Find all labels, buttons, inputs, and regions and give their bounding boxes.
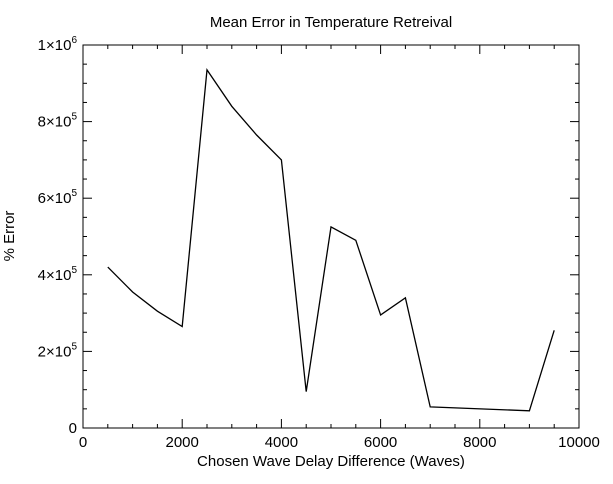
data-point — [181, 325, 184, 328]
y-axis-label: % Error — [1, 211, 18, 262]
y-tick-label-exponent: 5 — [71, 188, 77, 199]
data-point — [230, 105, 233, 108]
data-point — [330, 225, 333, 228]
y-tick-label-base: 1×10 — [38, 37, 72, 54]
data-point — [280, 158, 283, 161]
y-tick-label-exponent: 6 — [71, 35, 77, 46]
x-tick-label: 8000 — [463, 434, 496, 451]
data-point — [429, 405, 432, 408]
y-tick-label-base: 2×10 — [38, 343, 72, 360]
data-point — [106, 266, 109, 269]
plot-frame — [82, 44, 580, 429]
y-tick-label-base: 0 — [69, 420, 77, 437]
y-tick-label-exponent: 5 — [71, 112, 77, 123]
y-tick-label-base: 4×10 — [38, 267, 72, 284]
y-tick-label: 1×106 — [38, 35, 78, 54]
data-point — [553, 329, 556, 332]
y-tick-label-exponent: 5 — [71, 265, 77, 276]
data-point — [206, 68, 209, 71]
series-group — [106, 68, 556, 412]
y-tick-label: 0 — [69, 420, 77, 437]
data-point — [305, 390, 308, 393]
y-tick-label: 8×105 — [38, 112, 78, 131]
y-tick-label-exponent: 5 — [71, 341, 77, 352]
y-tick-label: 2×105 — [38, 341, 78, 360]
y-tick-label-base: 6×10 — [38, 190, 72, 207]
data-point — [131, 291, 134, 294]
data-point — [528, 409, 531, 412]
y-tick-label: 4×105 — [38, 265, 78, 284]
x-tick-label: 4000 — [265, 434, 298, 451]
series-line — [107, 68, 555, 412]
x-tick-labels: 0 2000 4000 6000 8000 10000 — [79, 434, 600, 451]
data-point — [354, 239, 357, 242]
x-tick-label: 2000 — [166, 434, 199, 451]
data-point — [156, 310, 159, 313]
data-point — [404, 296, 407, 299]
x-tick-label: 6000 — [364, 434, 397, 451]
axis-ticks — [82, 44, 580, 429]
x-tick-label: 0 — [79, 434, 87, 451]
y-tick-label: 6×105 — [38, 188, 78, 207]
x-tick-label: 10000 — [558, 434, 600, 451]
x-axis-label: Chosen Wave Delay Difference (Waves) — [197, 453, 465, 470]
data-point — [255, 134, 258, 137]
chart-title: Mean Error in Temperature Retreival — [210, 14, 452, 31]
y-tick-label-base: 8×10 — [38, 114, 72, 131]
data-point — [379, 314, 382, 317]
